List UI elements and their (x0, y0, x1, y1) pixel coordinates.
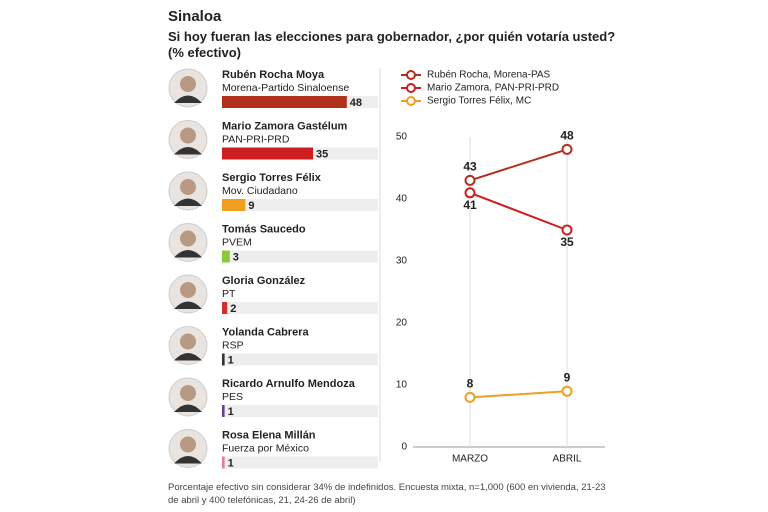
bar (222, 250, 230, 263)
party-name: PES (222, 391, 243, 403)
point (464, 187, 476, 199)
bar (222, 96, 347, 108)
legend-marker (406, 96, 416, 106)
point (464, 174, 476, 186)
bar (222, 302, 228, 314)
data-label: 9 (564, 370, 571, 384)
note: Porcentaje efectivo sin considerar 34% d… (168, 482, 606, 506)
candidate-name: Sergio Torres Félix (222, 172, 322, 184)
avatar-head (180, 127, 196, 144)
avatar-body (174, 353, 202, 361)
bar-bg (222, 353, 378, 366)
y-tick-label: 50 (396, 132, 408, 143)
avatar-head (180, 282, 196, 298)
candidate-name: Tomás Saucedo (222, 223, 306, 235)
avatar-head (180, 436, 196, 453)
point (561, 143, 573, 155)
bar-bg (222, 302, 378, 314)
avatar-body (174, 456, 202, 464)
bar-bg (222, 250, 378, 263)
bar-bg (222, 199, 378, 211)
legend-marker (406, 83, 416, 93)
party-name: PVEM (222, 236, 252, 248)
y-tick-label: 10 (396, 380, 408, 391)
candidate-name: Yolanda Cabrera (222, 326, 309, 338)
legend-label: Sergio Torres Félix, MC (427, 96, 531, 107)
series-line (469, 191, 568, 231)
value-label: 48 (350, 97, 362, 109)
party-name: RSP (222, 339, 244, 351)
series-line (469, 390, 568, 399)
y-tick-label: 40 (396, 194, 408, 205)
avatar-body (174, 95, 202, 103)
bar (222, 456, 225, 469)
avatar-head (180, 333, 196, 350)
data-label: 41 (463, 198, 477, 212)
avatar-body (174, 147, 202, 155)
candidate-name: Ricardo Arnulfo Mendoza (222, 378, 356, 390)
party-name: Morena-Partido Sinaloense (222, 82, 349, 94)
bar (222, 147, 313, 160)
bar (222, 405, 225, 417)
y-tick-label: 0 (401, 442, 407, 453)
x-tick-label: MARZO (452, 454, 488, 465)
value-label: 2 (230, 303, 236, 315)
legend-label: Rubén Rocha, Morena-PAS (427, 70, 551, 81)
party-name: PT (222, 288, 236, 300)
point (561, 385, 573, 397)
candidate-name: Rubén Rocha Moya (222, 69, 325, 81)
data-label: 35 (560, 235, 574, 249)
bar-bg (222, 456, 378, 469)
candidate-name: Mario Zamora Gastélum (222, 120, 348, 132)
point (464, 391, 476, 403)
party-name: PAN-PRI-PRD (222, 133, 290, 145)
avatar-body (174, 404, 202, 412)
value-label: 1 (228, 354, 234, 366)
bar-bg (222, 405, 378, 417)
candidate-name: Gloria González (222, 275, 306, 287)
value-label: 9 (248, 200, 254, 212)
candidate-name: Rosa Elena Millán (222, 429, 316, 441)
value-label: 1 (228, 406, 234, 418)
avatar-head (180, 179, 196, 195)
value-label: 1 (228, 457, 234, 469)
data-label: 48 (560, 129, 574, 143)
party-name: Mov. Ciudadano (222, 185, 298, 197)
avatar-body (174, 250, 202, 258)
x-tick-label: ABRIL (553, 454, 582, 465)
y-tick-label: 30 (396, 256, 408, 267)
avatar-head (180, 76, 196, 92)
series-line (469, 148, 568, 182)
value-label: 35 (316, 148, 328, 160)
legend-marker (406, 70, 416, 80)
value-label: 3 (233, 251, 239, 263)
avatar-head (180, 230, 196, 247)
avatar-body (174, 301, 202, 309)
bar (222, 199, 246, 211)
avatar-head (180, 385, 196, 401)
legend-label: Mario Zamora, PAN-PRI-PRD (427, 83, 559, 94)
avatar-body (174, 198, 202, 206)
y-tick-label: 20 (396, 318, 408, 329)
data-label: 8 (467, 377, 474, 391)
bar (222, 353, 225, 366)
point (561, 224, 573, 236)
title: Sinaloa (168, 8, 222, 25)
subtitle: Si hoy fueran las elecciones para gobern… (168, 29, 616, 60)
party-name: Fuerza por México (222, 442, 309, 454)
data-label: 43 (463, 160, 477, 174)
